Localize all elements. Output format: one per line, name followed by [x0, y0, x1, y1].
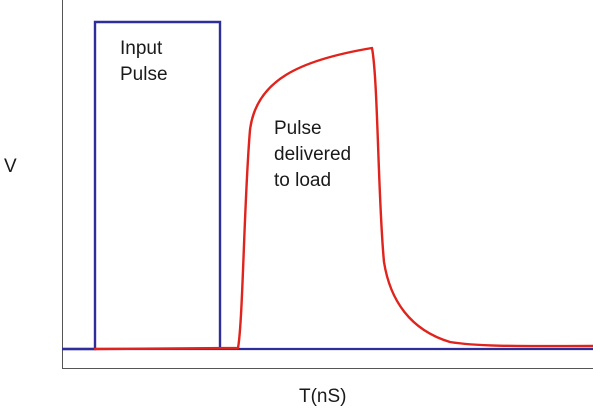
delivered-pulse-label: Pulse delivered to load: [274, 118, 356, 191]
input-pulse-trace: [62, 20, 222, 351]
input-pulse-label: Input Pulse: [120, 38, 168, 85]
delivered-pulse-label-line-2: delivered: [274, 144, 351, 165]
x-axis-label: T(nS): [299, 386, 347, 407]
input-pulse-label-line-1: Input: [120, 38, 163, 59]
y-axis-label: V: [4, 156, 17, 177]
delivered-pulse-label-line-1: Pulse: [274, 118, 322, 139]
delivered-pulse-trace: [93, 46, 593, 351]
input-pulse-label-line-2: Pulse: [120, 64, 168, 85]
delivered-pulse-label-line-3: to load: [274, 170, 331, 191]
